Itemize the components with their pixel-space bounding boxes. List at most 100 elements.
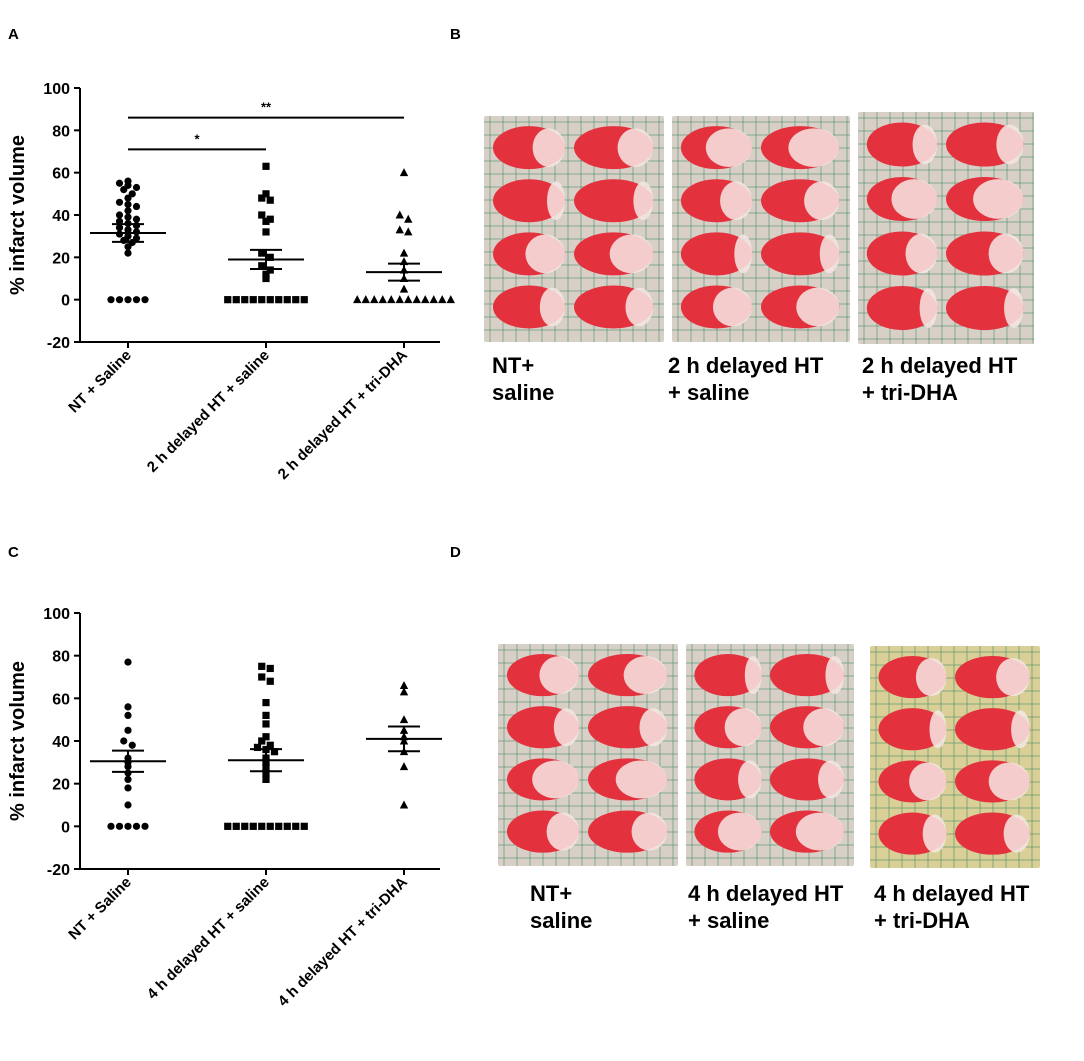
data-point-circle xyxy=(115,224,124,232)
data-point-triangle xyxy=(399,168,409,177)
data-point-square xyxy=(258,211,266,219)
infarct-region xyxy=(639,708,668,747)
infarct-region xyxy=(973,179,1024,219)
data-point-circle xyxy=(115,211,124,219)
infarct-region xyxy=(905,233,938,274)
x-tick-label: NT + Saline xyxy=(65,347,134,416)
data-point-square xyxy=(262,217,270,225)
infarct-region xyxy=(623,656,668,695)
infarct-region xyxy=(915,658,947,697)
data-point-circle xyxy=(115,822,124,830)
infarct-region xyxy=(532,760,579,799)
scatter-plot-a: -20 0 20 40 60 80 100 % infarct volume NT + Sali… xyxy=(7,81,455,483)
photo-drawing xyxy=(672,116,850,342)
data-point-square xyxy=(262,162,270,170)
data-point-square xyxy=(300,296,308,304)
brain-slice xyxy=(694,653,762,697)
y-tick-label: 80 xyxy=(52,123,70,140)
infarct-region xyxy=(909,762,947,801)
infarct-region xyxy=(633,181,654,221)
data-point-square xyxy=(258,296,266,304)
data-point-square xyxy=(232,296,240,304)
photo-caption-d-2: 4 h delayed HT + saline xyxy=(688,881,844,933)
data-point-square xyxy=(270,748,279,756)
data-point-square xyxy=(266,296,274,304)
data-point-triangle xyxy=(446,295,455,304)
data-point-triangle xyxy=(399,284,409,293)
y-tick-label: 40 xyxy=(52,734,70,751)
photo-drawing xyxy=(686,644,854,866)
data-point-circle xyxy=(120,737,128,745)
brain-slice-photo-b-1 xyxy=(484,116,664,342)
infarct-region xyxy=(532,128,565,167)
brain-slice xyxy=(866,286,938,331)
data-point-triangle xyxy=(399,800,409,809)
brain-slice-photo-b-3 xyxy=(858,112,1034,344)
infarct-region xyxy=(720,181,753,221)
data-point-circle xyxy=(124,711,132,720)
infarct-region xyxy=(546,812,579,851)
infarct-region xyxy=(804,181,840,221)
data-point-square xyxy=(262,775,270,783)
data-point-triangle xyxy=(404,295,413,304)
data-point-circle xyxy=(124,784,132,792)
data-point-triangle xyxy=(404,227,413,236)
data-point-circle xyxy=(141,822,149,830)
data-point-square xyxy=(262,720,270,728)
data-point-circle xyxy=(128,741,136,749)
y-tick-label: -20 xyxy=(47,335,70,352)
x-tick-label: NT + Saline xyxy=(65,874,134,943)
infarct-region xyxy=(539,287,565,327)
data-point-triangle xyxy=(399,715,409,724)
data-point-triangle xyxy=(395,210,404,219)
data-point-circle xyxy=(120,186,128,194)
photo-caption-b-2: 2 h delayed HT + saline xyxy=(668,353,824,405)
data-point-circle xyxy=(115,296,124,304)
data-point-square xyxy=(266,253,274,261)
data-point-circle xyxy=(124,775,132,784)
panel-letter-d: D xyxy=(450,544,461,561)
data-point-circle xyxy=(132,296,141,304)
data-point-square xyxy=(262,733,270,741)
infarct-region xyxy=(912,124,938,165)
y-tick-label: 0 xyxy=(61,293,70,310)
x-tick-label: 4 h delayed HT + saline xyxy=(144,874,273,1003)
data-point-square xyxy=(224,296,232,304)
data-point-circle xyxy=(120,236,128,244)
data-point-square xyxy=(292,822,300,830)
data-point-square xyxy=(266,664,274,673)
infarct-region xyxy=(1011,710,1030,749)
infarct-region xyxy=(796,287,840,327)
brain-slice xyxy=(493,179,565,223)
data-point-circle xyxy=(107,822,115,830)
infarct-region xyxy=(617,128,654,167)
infarct-region xyxy=(525,234,565,274)
data-point-square xyxy=(262,190,270,198)
x-tick-label: 2 h delayed HT + saline xyxy=(144,347,273,476)
data-point-square xyxy=(258,262,266,270)
photo-caption-b-1: NT+ saline xyxy=(492,353,555,405)
infarct-region xyxy=(609,234,654,274)
data-point-triangle xyxy=(399,248,409,257)
photo-caption-d-3: 4 h delayed HT + tri-DHA xyxy=(874,881,1030,933)
data-point-circle xyxy=(124,194,132,202)
data-point-square xyxy=(262,270,270,278)
significance-label: * xyxy=(194,131,200,146)
y-tick-label: -20 xyxy=(47,862,70,879)
infarct-region xyxy=(625,287,654,327)
data-point-square xyxy=(262,699,270,707)
infarct-region xyxy=(825,656,844,695)
data-point-triangle xyxy=(399,687,409,696)
y-tick-label: 60 xyxy=(52,166,70,183)
data-point-square xyxy=(266,741,274,749)
data-point-circle xyxy=(132,183,141,192)
infarct-region xyxy=(615,760,668,799)
data-point-square xyxy=(262,228,270,236)
brain-slice-photo-d-3 xyxy=(870,646,1040,868)
infarct-region xyxy=(919,288,938,328)
photo-drawing xyxy=(870,646,1040,868)
data-point-square xyxy=(241,296,249,304)
data-point-square xyxy=(224,822,232,830)
data-point-square xyxy=(266,266,274,274)
data-point-circle xyxy=(124,726,132,734)
